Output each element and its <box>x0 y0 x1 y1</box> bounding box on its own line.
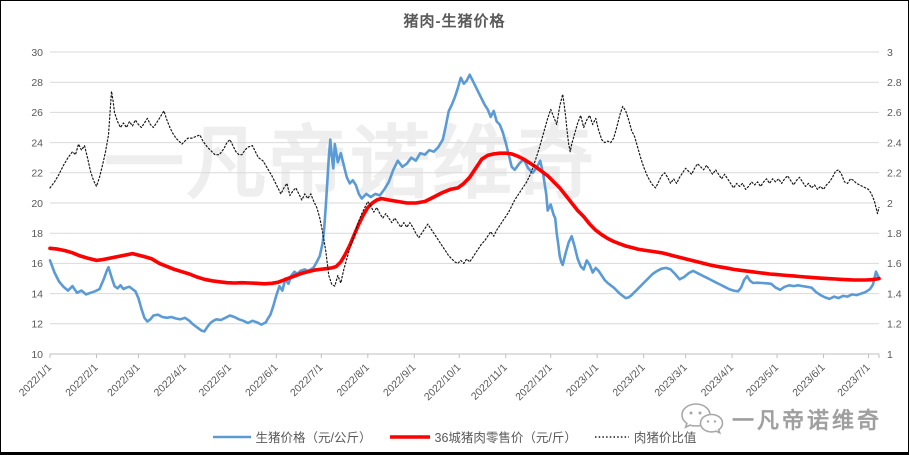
brand-watermark: 一凡帝诺维奇 <box>680 402 882 436</box>
svg-text:2023/3/1: 2023/3/1 <box>652 362 689 399</box>
svg-text:2022/11/1: 2022/11/1 <box>469 362 510 403</box>
svg-text:26: 26 <box>31 107 43 119</box>
legend-label: 生猪价格（元/公斤） <box>255 431 372 445</box>
svg-text:2023/4/1: 2023/4/1 <box>699 362 736 399</box>
svg-text:16: 16 <box>31 258 43 270</box>
svg-text:28: 28 <box>31 77 43 89</box>
svg-text:2023/2/1: 2023/2/1 <box>610 362 647 399</box>
svg-text:2.4: 2.4 <box>887 137 902 149</box>
svg-text:24: 24 <box>31 137 43 149</box>
x-axis-labels: 2022/1/1 2022/2/1 2022/3/1 2022/4/1 2022/5/1… <box>17 354 880 404</box>
svg-text:2: 2 <box>887 198 893 210</box>
gridlines <box>50 51 879 355</box>
svg-text:30: 30 <box>31 47 43 59</box>
svg-text:1.8: 1.8 <box>887 228 902 240</box>
svg-text:3: 3 <box>887 47 893 59</box>
svg-text:2023/6/1: 2023/6/1 <box>790 362 827 399</box>
svg-text:2022/4/1: 2022/4/1 <box>152 362 189 399</box>
svg-text:1.2: 1.2 <box>887 319 902 331</box>
dotted-line-marker-icon <box>594 435 629 438</box>
svg-text:2022/7/1: 2022/7/1 <box>288 362 325 399</box>
svg-text:2023/7/1: 2023/7/1 <box>835 362 872 399</box>
svg-text:2022/2/1: 2022/2/1 <box>63 362 100 399</box>
legend-label: 36城猪肉零售价（元/斤） <box>434 431 577 445</box>
svg-text:10: 10 <box>31 349 43 361</box>
svg-text:22: 22 <box>31 168 43 180</box>
svg-text:2.8: 2.8 <box>887 77 902 89</box>
legend-item-ratio[interactable]: 肉猪价比值 <box>594 427 697 446</box>
svg-text:1.4: 1.4 <box>887 288 902 300</box>
center-watermark-text: 一凡帝诺维奇 <box>104 119 596 208</box>
svg-text:2023/5/1: 2023/5/1 <box>744 362 781 399</box>
red-line-marker-icon <box>389 434 430 439</box>
legend-item-pig-price[interactable]: 生猪价格（元/公斤） <box>212 427 372 446</box>
chart-legend: 生猪价格（元/公斤） 36城猪肉零售价（元/斤） 肉猪价比值 <box>1 427 908 446</box>
svg-text:1.6: 1.6 <box>887 258 902 270</box>
svg-text:2022/12/1: 2022/12/1 <box>513 362 555 404</box>
svg-text:18: 18 <box>31 228 43 240</box>
svg-text:14: 14 <box>31 288 43 300</box>
svg-text:2022/1/1: 2022/1/1 <box>17 362 54 399</box>
svg-text:2022/9/1: 2022/9/1 <box>381 362 418 399</box>
svg-text:2022/8/1: 2022/8/1 <box>335 362 372 399</box>
svg-text:2022/3/1: 2022/3/1 <box>105 362 142 399</box>
series-line-2 <box>49 90 880 287</box>
right-axis-labels: 1 1.2 1.4 1.6 1.8 2 2.2 2.4 2.6 2.8 3 <box>887 47 902 361</box>
svg-text:2.6: 2.6 <box>887 107 902 119</box>
svg-text:2.2: 2.2 <box>887 168 902 180</box>
blue-line-marker-icon <box>212 435 251 438</box>
svg-text:2022/5/1: 2022/5/1 <box>197 362 234 399</box>
svg-text:1: 1 <box>887 349 893 361</box>
legend-item-pork-retail[interactable]: 36城猪肉零售价（元/斤） <box>389 427 577 446</box>
svg-text:12: 12 <box>31 319 43 331</box>
series-line-0 <box>48 73 881 333</box>
svg-text:2023/1/1: 2023/1/1 <box>564 362 601 399</box>
svg-text:20: 20 <box>31 198 43 210</box>
brand-text: 一凡帝诺维奇 <box>731 408 882 433</box>
legend-label: 肉猪价比值 <box>633 431 697 445</box>
chart-title: 猪肉-生猪价格 <box>403 13 506 30</box>
series-line-1 <box>48 151 881 286</box>
svg-text:2022/10/1: 2022/10/1 <box>422 362 464 404</box>
left-axis-labels: 10 12 14 16 18 20 22 24 26 28 30 <box>31 47 43 361</box>
wechat-bubbles-icon <box>681 403 724 435</box>
svg-text:2022/6/1: 2022/6/1 <box>243 362 280 399</box>
